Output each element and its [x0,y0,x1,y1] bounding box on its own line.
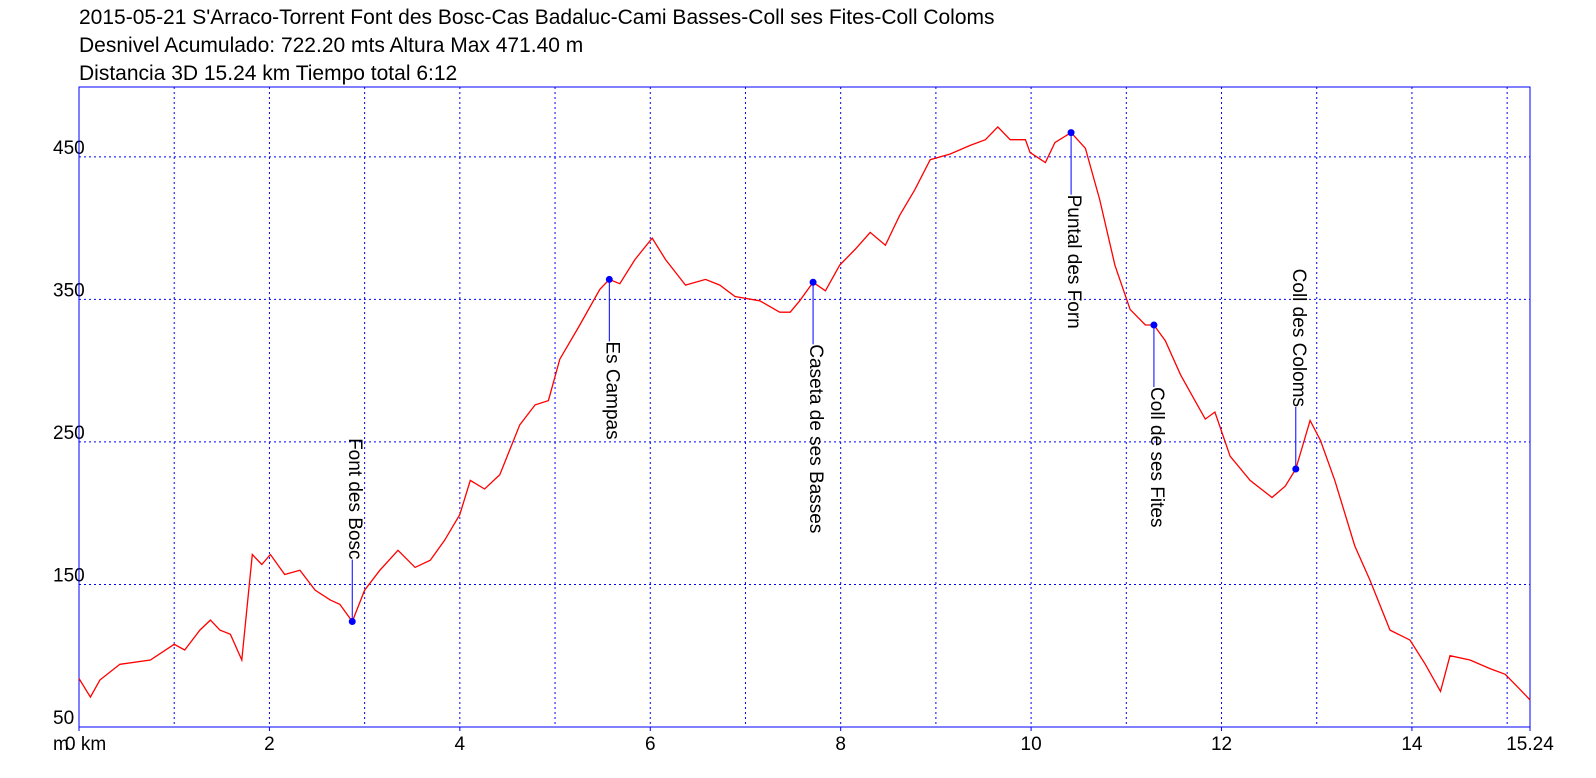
x-tick-label: 10 [1021,734,1042,755]
y-axis-label: m [53,734,69,755]
waypoint-label: Es Campas [601,341,622,439]
waypoint-label: Puntal des Forn [1063,195,1084,329]
waypoint-marker [605,275,613,283]
waypoint-label: Caseta de ses Basses [805,344,826,533]
elevation-line [78,125,1531,701]
x-tick-label: 8 [835,734,846,755]
waypoint-label: Coll de ses Fites [1146,387,1167,527]
chart-subtitle: Desnivel Acumulado: 722.20 mts Altura Ma… [79,34,583,57]
waypoint-marker [1150,321,1158,329]
x-tick-label: 4 [455,734,466,755]
waypoint-label: Font des Bosc [344,438,365,559]
y-tick-label: 350 [53,280,85,301]
waypoint-marker [809,278,817,286]
chart-subtitle: Distancia 3D 15.24 km Tiempo total 6:12 [79,62,457,85]
waypoint-marker [1292,465,1300,473]
x-tick-label: 0 km [65,734,106,755]
x-tick-label: 2 [264,734,275,755]
y-tick-label: 50 [53,708,74,729]
waypoint-marker [348,618,356,626]
y-tick-label: 150 [53,565,85,586]
waypoint-label: Coll des Coloms [1288,269,1309,407]
y-tick-label: 450 [53,138,85,159]
x-tick-label: 14 [1401,734,1423,755]
x-tick-label: 6 [645,734,656,755]
x-tick-label: 12 [1211,734,1232,755]
x-tick-label: 15.24 [1506,734,1554,755]
chart-title: 2015-05-21 S'Arraco-Torrent Font des Bos… [79,6,995,29]
y-tick-label: 250 [53,423,85,444]
plot-frame [78,86,1531,728]
waypoint-marker [1067,129,1075,137]
